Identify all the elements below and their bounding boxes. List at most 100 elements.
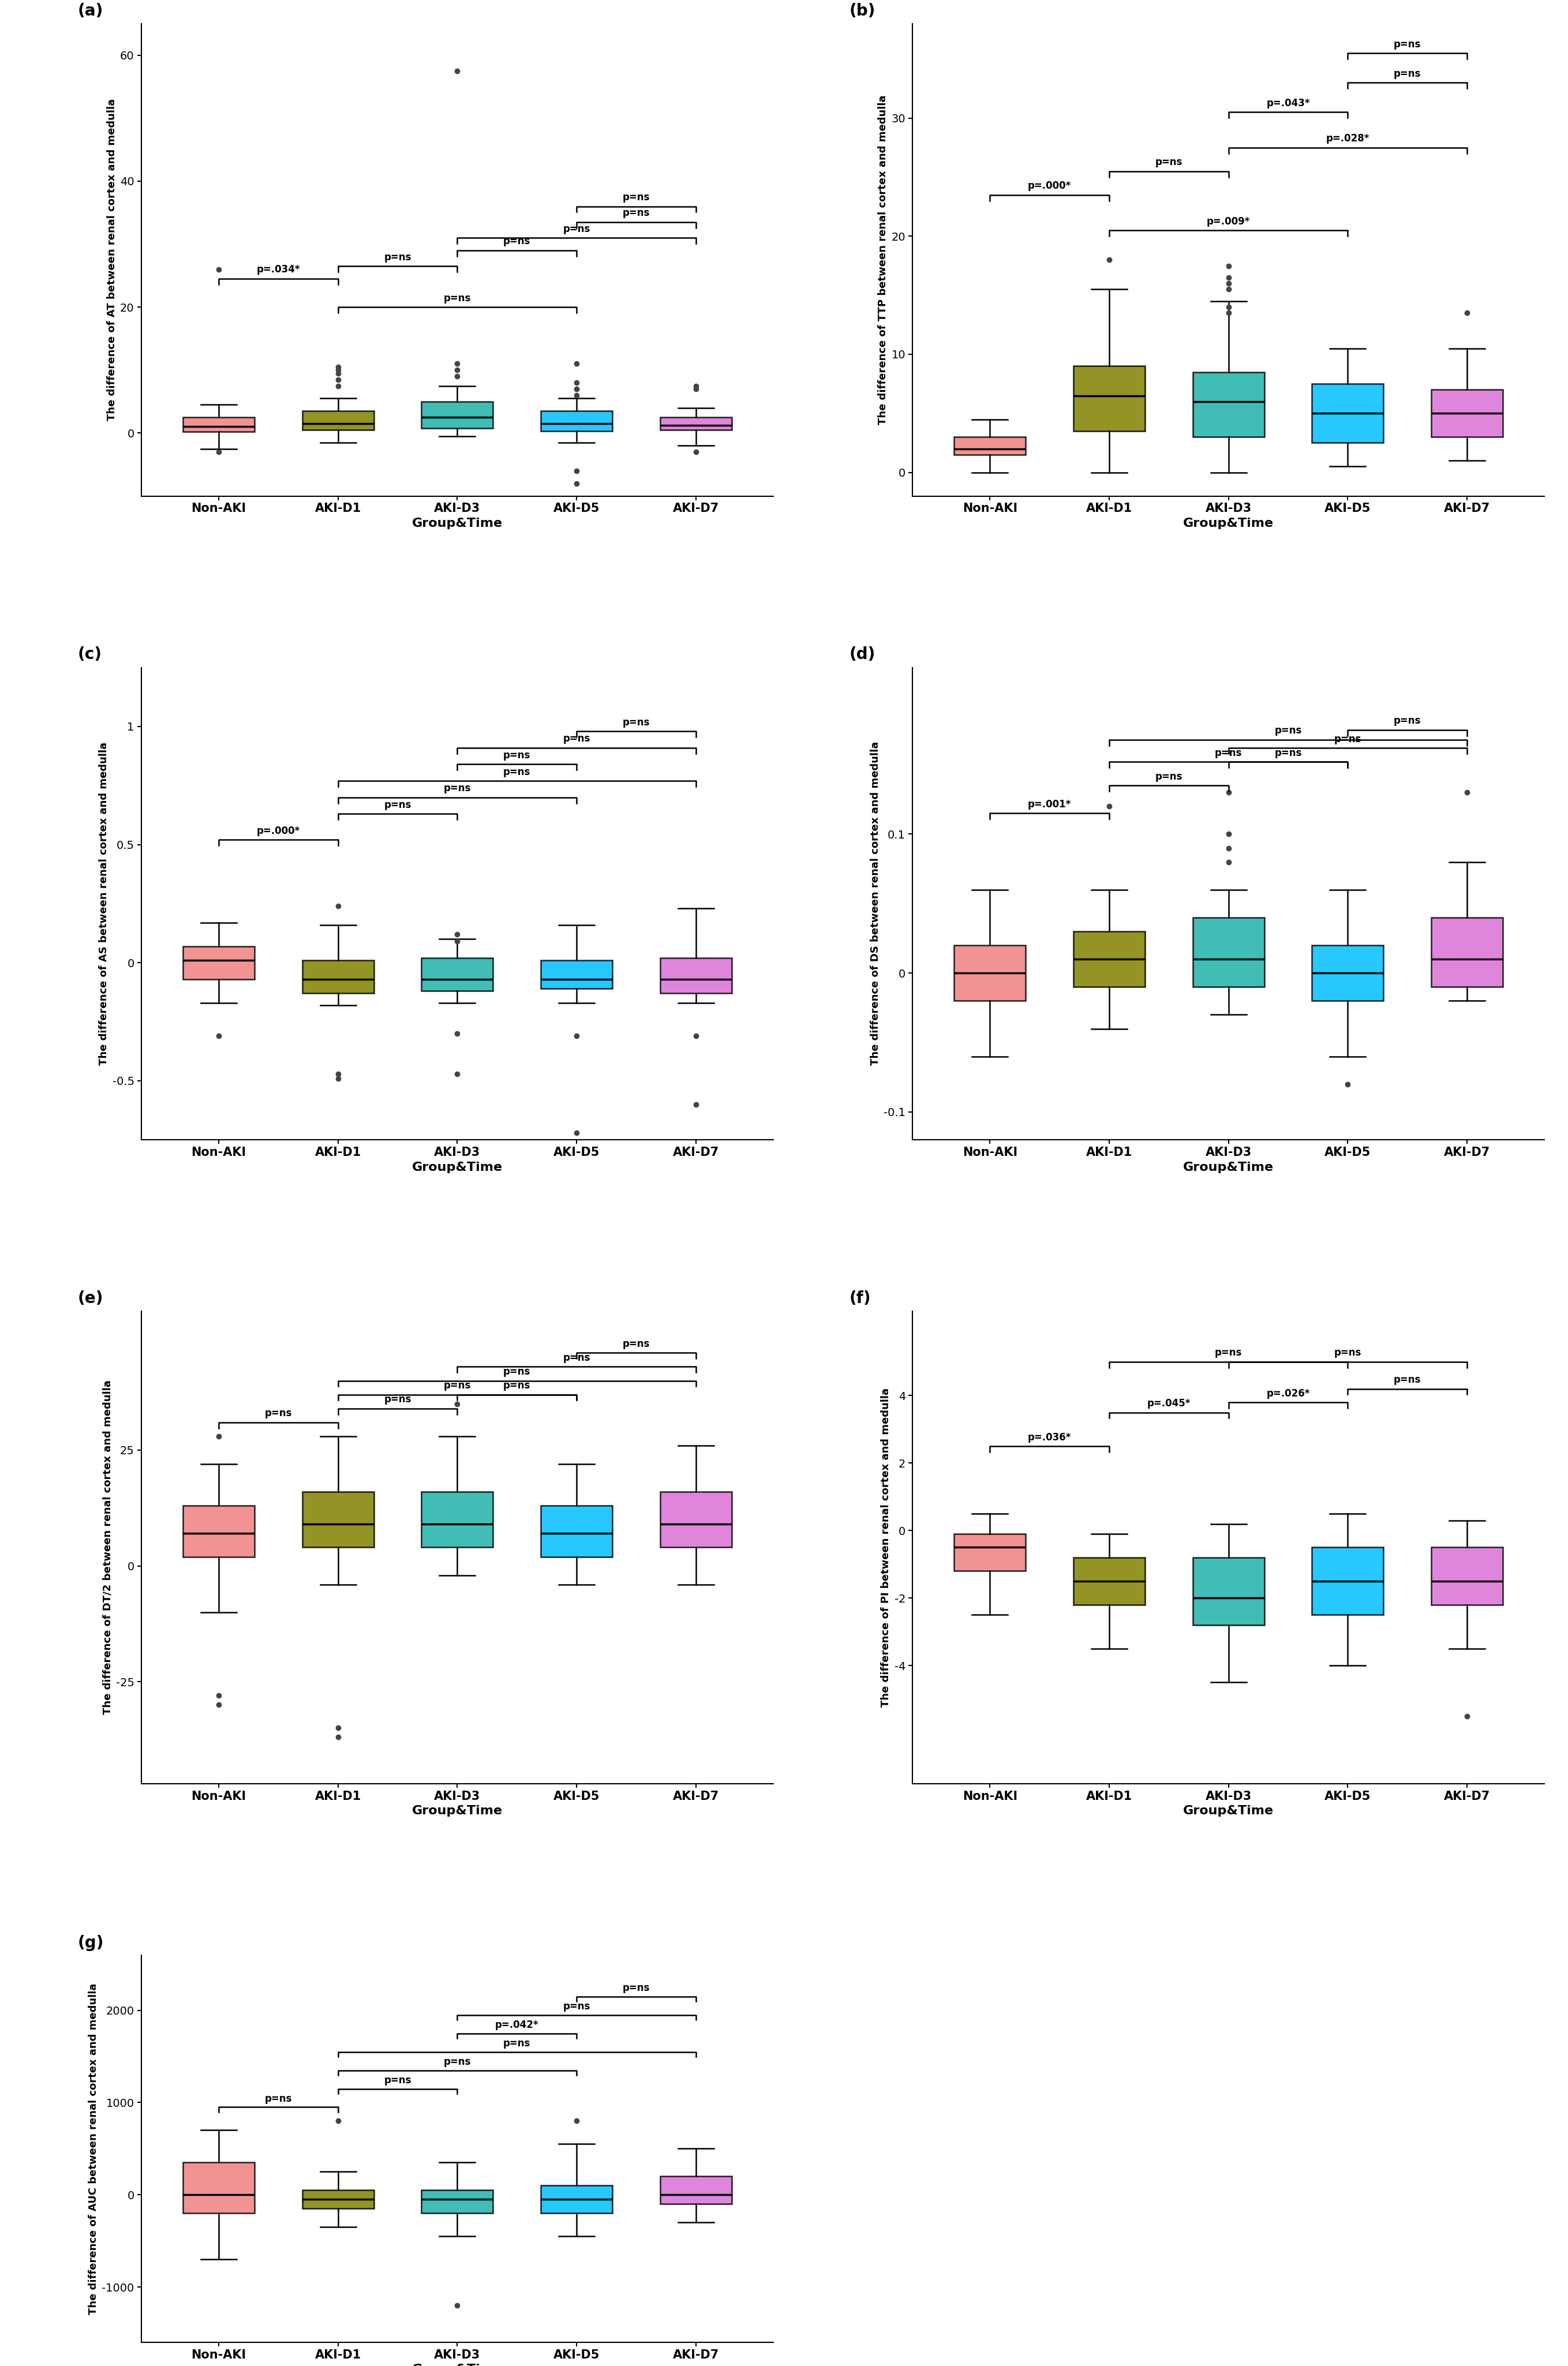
Text: p=.028*: p=.028* bbox=[1327, 132, 1369, 144]
X-axis label: Group&Time: Group&Time bbox=[1184, 518, 1273, 530]
Text: p=ns: p=ns bbox=[622, 1339, 649, 1349]
Text: p=.026*: p=.026* bbox=[1267, 1389, 1309, 1398]
Text: p=ns: p=ns bbox=[1275, 726, 1301, 736]
Text: p=ns: p=ns bbox=[503, 1368, 530, 1377]
Text: p=.045*: p=.045* bbox=[1148, 1398, 1190, 1408]
PathPatch shape bbox=[183, 416, 254, 431]
Text: p=.042*: p=.042* bbox=[495, 2021, 539, 2030]
X-axis label: Group&Time: Group&Time bbox=[1184, 1162, 1273, 1174]
PathPatch shape bbox=[303, 1493, 373, 1547]
PathPatch shape bbox=[541, 412, 612, 431]
Y-axis label: The difference of TTP between renal cortex and medulla: The difference of TTP between renal cort… bbox=[878, 95, 887, 426]
X-axis label: Group&Time: Group&Time bbox=[412, 1162, 502, 1174]
Text: p=.000*: p=.000* bbox=[1027, 180, 1071, 192]
PathPatch shape bbox=[953, 946, 1025, 1001]
Y-axis label: The difference of AUC between renal cortex and medulla: The difference of AUC between renal cort… bbox=[88, 1983, 99, 2314]
Text: p=ns: p=ns bbox=[1334, 1349, 1361, 1358]
Text: p=ns: p=ns bbox=[265, 2094, 292, 2103]
Text: p=ns: p=ns bbox=[563, 225, 590, 234]
Text: p=ns: p=ns bbox=[563, 2002, 590, 2011]
Text: p=ns: p=ns bbox=[444, 293, 470, 303]
Text: p=ns: p=ns bbox=[444, 2056, 470, 2068]
Text: p=ns: p=ns bbox=[1215, 1349, 1242, 1358]
Text: p=ns: p=ns bbox=[1215, 748, 1242, 757]
Text: p=.043*: p=.043* bbox=[1267, 97, 1309, 109]
PathPatch shape bbox=[1312, 383, 1383, 442]
Text: p=ns: p=ns bbox=[384, 2075, 411, 2084]
Text: p=ns: p=ns bbox=[1156, 771, 1182, 781]
Text: p=ns: p=ns bbox=[503, 1379, 530, 1391]
PathPatch shape bbox=[541, 961, 612, 989]
Text: p=ns: p=ns bbox=[622, 717, 649, 726]
PathPatch shape bbox=[541, 1505, 612, 1557]
Y-axis label: The difference of AS between renal cortex and medulla: The difference of AS between renal corte… bbox=[99, 743, 110, 1065]
PathPatch shape bbox=[1193, 1557, 1264, 1625]
PathPatch shape bbox=[1432, 1547, 1502, 1604]
Text: p=ns: p=ns bbox=[1394, 38, 1421, 50]
Y-axis label: The difference of AT between renal cortex and medulla: The difference of AT between renal corte… bbox=[107, 99, 118, 421]
PathPatch shape bbox=[303, 2191, 373, 2207]
Text: (f): (f) bbox=[850, 1289, 870, 1306]
Text: p=ns: p=ns bbox=[384, 800, 411, 809]
PathPatch shape bbox=[422, 958, 492, 991]
PathPatch shape bbox=[1074, 932, 1145, 987]
PathPatch shape bbox=[660, 958, 732, 994]
X-axis label: Group&Time: Group&Time bbox=[412, 518, 502, 530]
PathPatch shape bbox=[1193, 371, 1264, 438]
PathPatch shape bbox=[183, 2163, 254, 2212]
Text: p=ns: p=ns bbox=[1394, 69, 1421, 78]
Text: p=ns: p=ns bbox=[503, 750, 530, 759]
PathPatch shape bbox=[422, 1493, 492, 1547]
PathPatch shape bbox=[660, 1493, 732, 1547]
PathPatch shape bbox=[953, 438, 1025, 454]
Text: (b): (b) bbox=[850, 2, 875, 19]
PathPatch shape bbox=[660, 416, 732, 431]
Text: p=ns: p=ns bbox=[1394, 1375, 1421, 1384]
Y-axis label: The difference of PI between renal cortex and medulla: The difference of PI between renal corte… bbox=[881, 1389, 891, 1706]
PathPatch shape bbox=[303, 961, 373, 994]
PathPatch shape bbox=[183, 1505, 254, 1557]
Text: p=.009*: p=.009* bbox=[1207, 215, 1250, 227]
Text: (a): (a) bbox=[78, 2, 103, 19]
Text: p=ns: p=ns bbox=[1275, 748, 1301, 757]
PathPatch shape bbox=[1432, 918, 1502, 987]
PathPatch shape bbox=[1312, 1547, 1383, 1616]
PathPatch shape bbox=[1074, 367, 1145, 431]
PathPatch shape bbox=[1193, 918, 1264, 987]
Text: p=ns: p=ns bbox=[503, 237, 530, 246]
Text: p=ns: p=ns bbox=[1394, 717, 1421, 726]
Y-axis label: The difference of DT/2 between renal cortex and medulla: The difference of DT/2 between renal cor… bbox=[102, 1379, 113, 1715]
PathPatch shape bbox=[1432, 390, 1502, 438]
Text: p=ns: p=ns bbox=[384, 251, 411, 263]
PathPatch shape bbox=[953, 1533, 1025, 1571]
Text: p=ns: p=ns bbox=[503, 767, 530, 776]
PathPatch shape bbox=[660, 2177, 732, 2205]
PathPatch shape bbox=[183, 946, 254, 980]
Text: (g): (g) bbox=[78, 1935, 103, 1952]
PathPatch shape bbox=[422, 402, 492, 428]
Text: p=ns: p=ns bbox=[622, 208, 649, 218]
Text: p=ns: p=ns bbox=[265, 1408, 292, 1420]
Text: p=.036*: p=.036* bbox=[1027, 1431, 1071, 1443]
Text: (c): (c) bbox=[78, 646, 102, 662]
Text: p=ns: p=ns bbox=[444, 783, 470, 793]
Text: p=ns: p=ns bbox=[1156, 156, 1182, 168]
Text: p=ns: p=ns bbox=[444, 1379, 470, 1391]
Y-axis label: The difference of DS between renal cortex and medulla: The difference of DS between renal corte… bbox=[870, 741, 880, 1065]
X-axis label: Group&Time: Group&Time bbox=[412, 1805, 502, 1817]
Text: p=.000*: p=.000* bbox=[257, 826, 299, 835]
PathPatch shape bbox=[422, 2191, 492, 2212]
Text: p=ns: p=ns bbox=[384, 1394, 411, 1405]
Text: p=ns: p=ns bbox=[622, 1983, 649, 1995]
Text: p=ns: p=ns bbox=[622, 192, 649, 203]
Text: p=ns: p=ns bbox=[1334, 733, 1361, 745]
PathPatch shape bbox=[303, 412, 373, 431]
Text: p=ns: p=ns bbox=[563, 733, 590, 743]
PathPatch shape bbox=[1074, 1557, 1145, 1604]
Text: p=ns: p=ns bbox=[503, 2039, 530, 2049]
PathPatch shape bbox=[541, 2186, 612, 2212]
Text: p=.001*: p=.001* bbox=[1027, 800, 1071, 809]
Text: (d): (d) bbox=[850, 646, 875, 662]
Text: (e): (e) bbox=[78, 1289, 103, 1306]
PathPatch shape bbox=[1312, 946, 1383, 1001]
